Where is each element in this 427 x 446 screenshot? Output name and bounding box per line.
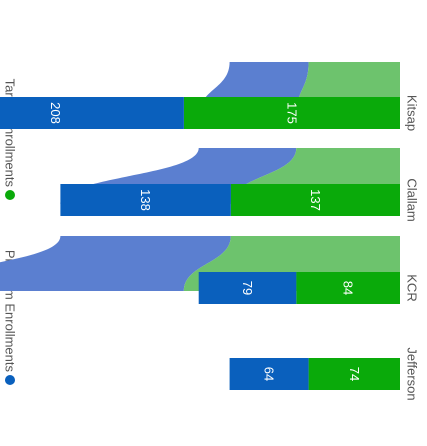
category-label-jefferson: Jefferson xyxy=(405,347,420,400)
bar-target-clallam xyxy=(230,184,400,216)
ribbon-program-0 xyxy=(0,236,231,291)
data-label-program-kitsap: 208 xyxy=(48,102,63,124)
legend-marker-0 xyxy=(5,375,15,385)
bar-target-jefferson xyxy=(308,358,400,390)
category-label-kcr: KCR xyxy=(405,274,420,301)
legend-marker-1 xyxy=(5,190,15,200)
bar-target-kitsap xyxy=(183,97,400,129)
bar-program-kitsap xyxy=(0,97,184,129)
bar-program-kcr xyxy=(198,272,297,304)
data-label-target-kcr: 84 xyxy=(341,281,356,295)
data-label-program-jefferson: 64 xyxy=(262,367,277,381)
category-label-clallam: Clallam xyxy=(405,178,420,221)
legend-label-1: Target Enrollments xyxy=(3,79,18,188)
bar-target-kcr xyxy=(296,272,400,304)
category-label-kitsap: Kitsap xyxy=(405,95,420,131)
data-label-target-kitsap: 175 xyxy=(284,102,299,124)
data-label-target-jefferson: 74 xyxy=(347,367,362,381)
bar-program-clallam xyxy=(60,184,231,216)
category-axis-labels: Kitsap Clallam KCR Jefferson xyxy=(405,95,420,401)
data-label-program-kcr: 79 xyxy=(240,281,255,295)
plot-area: 175 208 137 138 84 79 74 64 xyxy=(0,62,400,390)
bar-program-jefferson xyxy=(229,358,309,390)
data-label-program-clallam: 138 xyxy=(138,189,153,211)
data-label-target-clallam: 137 xyxy=(308,189,323,211)
